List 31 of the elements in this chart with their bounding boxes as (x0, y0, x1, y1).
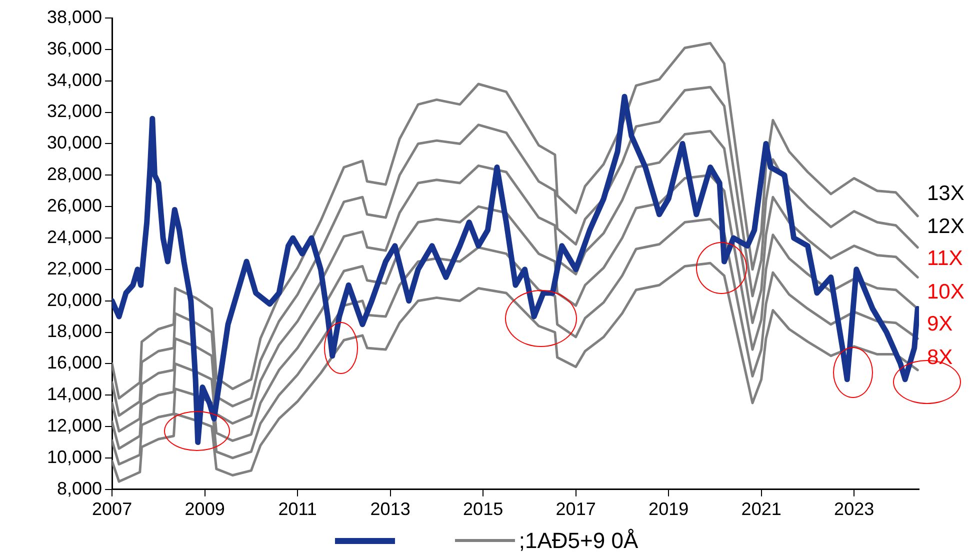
series-label: 10X (927, 280, 964, 304)
y-tick-label: 22,000 (46, 258, 102, 278)
x-tick-label: 2021 (741, 499, 782, 520)
x-tick-label: 2009 (184, 499, 225, 520)
series-label: 13X (927, 182, 964, 205)
y-tick-label: 12,000 (46, 416, 102, 436)
x-tick-label: 2007 (92, 499, 132, 520)
y-tick-label: 10,000 (46, 446, 102, 467)
x-tick-label: 2013 (370, 499, 410, 520)
y-tick-label: 36,000 (46, 38, 102, 58)
y-tick-label: 14,000 (46, 384, 102, 404)
x-tick-label: 2019 (648, 499, 689, 520)
y-tick-label: 16,000 (46, 352, 102, 373)
y-tick-label: 8,000 (57, 478, 102, 498)
y-tick-label: 28,000 (46, 164, 102, 184)
x-tick-label: 2023 (834, 499, 874, 520)
x-tick-label: 2017 (556, 499, 596, 520)
x-tick-label: 2015 (463, 499, 504, 520)
y-tick-label: 20,000 (46, 290, 102, 310)
series-label: 11X (927, 247, 963, 270)
y-tick-label: 38,000 (46, 6, 102, 27)
y-tick-label: 26,000 (46, 196, 102, 216)
y-tick-label: 34,000 (46, 70, 102, 90)
y-tick-label: 24,000 (46, 226, 102, 247)
y-tick-label: 32,000 (46, 101, 102, 122)
series-label: 9X (927, 312, 953, 336)
y-tick-label: 30,000 (46, 132, 102, 153)
y-tick-label: 18,000 (46, 321, 102, 342)
x-tick-label: 2011 (278, 499, 317, 520)
series-label: 12X (927, 215, 964, 238)
text: ;1AĐ5+9 0Å (518, 528, 638, 554)
